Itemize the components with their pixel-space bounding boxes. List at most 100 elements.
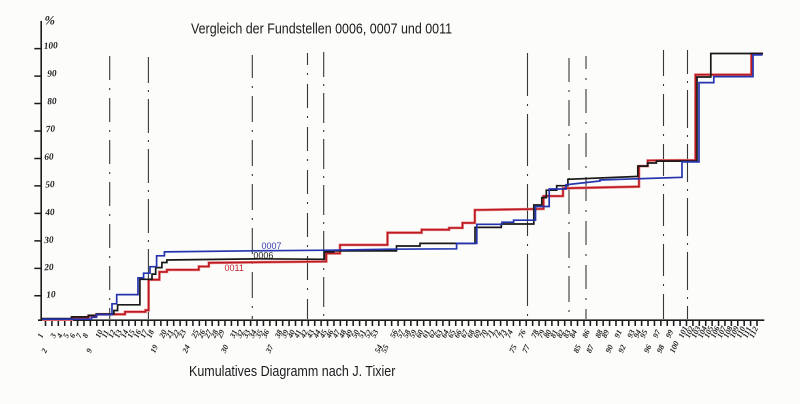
svg-text:32: 32 (234, 328, 246, 340)
svg-text:25: 25 (189, 328, 201, 340)
svg-text:72: 72 (491, 328, 502, 339)
svg-text:83: 83 (561, 328, 572, 339)
svg-text:82: 82 (555, 328, 566, 339)
svg-text:111: 111 (741, 325, 754, 339)
svg-text:14: 14 (119, 328, 130, 339)
svg-text:92: 92 (616, 343, 627, 354)
svg-text:10: 10 (93, 328, 104, 339)
svg-text:87: 87 (584, 342, 596, 354)
svg-text:18: 18 (145, 328, 156, 339)
svg-text:60: 60 (414, 328, 425, 339)
svg-text:81: 81 (548, 328, 559, 339)
svg-text:10: 10 (46, 290, 56, 301)
svg-text:69: 69 (472, 328, 483, 339)
svg-text:36: 36 (259, 328, 271, 340)
svg-text:59: 59 (407, 328, 418, 339)
svg-text:60: 60 (44, 152, 54, 163)
svg-text:109: 109 (728, 325, 741, 340)
svg-text:19: 19 (149, 343, 160, 354)
svg-text:96: 96 (642, 343, 653, 354)
svg-text:0007: 0007 (262, 241, 282, 251)
svg-text:65: 65 (446, 328, 457, 339)
svg-text:43: 43 (304, 328, 316, 340)
svg-text:106: 106 (709, 325, 722, 340)
svg-text:13: 13 (113, 328, 124, 339)
svg-text:20: 20 (43, 263, 54, 274)
svg-text:64: 64 (439, 328, 450, 339)
svg-text:24: 24 (180, 343, 192, 355)
svg-text:28: 28 (208, 328, 220, 340)
svg-text:9: 9 (84, 347, 94, 354)
svg-text:5: 5 (61, 332, 71, 339)
svg-text:90: 90 (604, 343, 615, 354)
svg-text:Vergleich der Fundstellen 0006: Vergleich der Fundstellen 0006, 0007 und… (191, 20, 452, 36)
svg-text:21: 21 (163, 328, 175, 340)
svg-text:58: 58 (401, 328, 412, 339)
svg-text:88: 88 (593, 328, 604, 339)
svg-text:48: 48 (336, 328, 348, 340)
svg-text:42: 42 (298, 328, 310, 340)
svg-text:97: 97 (651, 327, 663, 339)
svg-text:99: 99 (664, 328, 675, 339)
svg-text:44: 44 (311, 328, 323, 340)
svg-text:8: 8 (81, 332, 91, 339)
svg-text:105: 105 (702, 325, 715, 340)
svg-text:80: 80 (542, 328, 553, 339)
svg-text:110: 110 (734, 325, 747, 339)
svg-text:4: 4 (54, 332, 64, 340)
svg-text:77: 77 (520, 342, 532, 354)
svg-text:70: 70 (46, 124, 56, 135)
svg-text:7: 7 (74, 331, 84, 339)
svg-text:66: 66 (452, 328, 463, 339)
svg-text:73: 73 (497, 328, 508, 339)
svg-text:23: 23 (176, 328, 188, 340)
svg-text:39: 39 (279, 328, 291, 340)
svg-text:52: 52 (363, 328, 374, 339)
svg-text:40: 40 (44, 208, 55, 219)
svg-text:108: 108 (722, 325, 735, 340)
svg-text:50: 50 (350, 328, 361, 339)
svg-text:45: 45 (317, 328, 329, 340)
svg-text:104: 104 (696, 325, 709, 340)
svg-text:41: 41 (292, 328, 304, 340)
svg-text:76: 76 (516, 328, 527, 339)
svg-text:50: 50 (45, 180, 55, 191)
svg-text:101: 101 (677, 325, 690, 340)
svg-text:86: 86 (580, 328, 591, 339)
svg-text:71: 71 (484, 328, 495, 339)
svg-text:98: 98 (655, 343, 666, 354)
svg-text:78: 78 (529, 328, 540, 339)
svg-text:22: 22 (170, 328, 182, 340)
svg-text:2: 2 (39, 347, 49, 355)
svg-text:1: 1 (36, 332, 46, 339)
svg-text:20: 20 (157, 328, 169, 340)
svg-text:79: 79 (536, 328, 547, 339)
svg-text:70: 70 (478, 328, 489, 339)
svg-text:6: 6 (68, 332, 78, 339)
svg-text:12: 12 (106, 328, 117, 339)
svg-text:61: 61 (420, 328, 431, 339)
svg-text:80: 80 (47, 97, 57, 108)
svg-text:30: 30 (219, 343, 231, 355)
svg-text:49: 49 (343, 328, 355, 340)
svg-text:90: 90 (47, 69, 57, 80)
svg-text:93: 93 (625, 328, 636, 339)
svg-text:89: 89 (600, 328, 611, 339)
svg-text:%: % (45, 14, 55, 28)
svg-text:62: 62 (427, 328, 438, 339)
svg-text:84: 84 (568, 328, 579, 339)
svg-text:68: 68 (465, 328, 476, 339)
svg-text:3: 3 (48, 332, 58, 340)
svg-text:17: 17 (138, 327, 150, 339)
svg-text:Kumulatives Diagramm nach J. T: Kumulatives Diagramm nach J. Tixier (189, 362, 396, 379)
svg-text:16: 16 (132, 328, 143, 339)
svg-text:54: 54 (373, 343, 384, 354)
svg-text:57: 57 (395, 327, 407, 339)
svg-text:63: 63 (433, 328, 444, 339)
svg-text:95: 95 (638, 328, 649, 339)
svg-text:91: 91 (613, 328, 624, 339)
svg-text:11: 11 (100, 329, 111, 340)
svg-text:51: 51 (356, 328, 367, 339)
svg-text:85: 85 (572, 343, 583, 354)
svg-text:100: 100 (44, 41, 59, 52)
